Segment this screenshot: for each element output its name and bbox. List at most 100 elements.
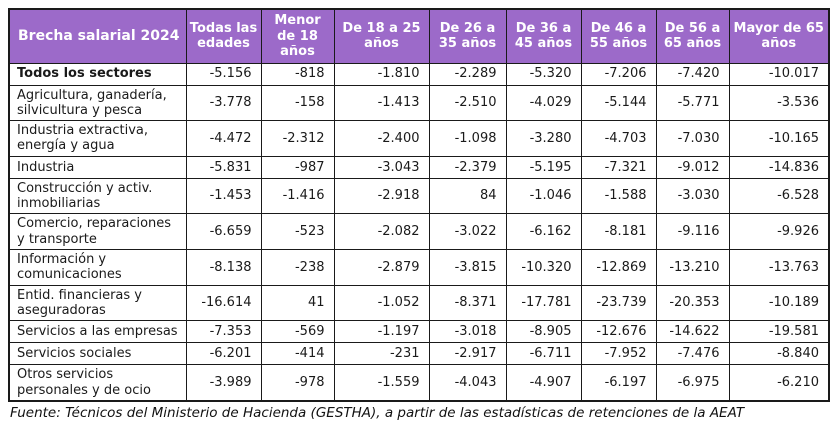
value-cell: -8.905: [505, 320, 582, 344]
value-cell: -3.030: [655, 177, 730, 215]
value-cell: -5.771: [655, 84, 730, 122]
value-cell: -1.588: [580, 177, 657, 215]
value-cell: -9.012: [655, 155, 730, 179]
value-cell: -9.926: [728, 213, 830, 251]
value-cell: -10.189: [728, 284, 830, 322]
value-cell: -5.156: [185, 62, 262, 86]
value-cell: -3.043: [333, 155, 430, 179]
value-cell: -6.162: [505, 213, 582, 251]
sector-label: Construcción y activ. inmobiliarias: [8, 177, 187, 215]
table-row: Industria extractiva, energía y agua -4.4…: [8, 120, 830, 157]
column-header-56-65: De 56 a 65 años: [655, 8, 730, 64]
value-cell: -1.559: [333, 364, 430, 402]
value-cell: -17.781: [505, 284, 582, 322]
source-note: Fuente: Técnicos del Ministerio de Hacie…: [10, 405, 745, 421]
value-cell: -1.197: [333, 320, 430, 344]
sector-label: Industria extractiva, energía y agua: [8, 120, 187, 157]
value-cell: -1.413: [333, 84, 430, 122]
value-cell: -5.320: [505, 62, 582, 86]
table-body: Todos los sectores -5.156 -818 -1.810 -2.289…: [8, 62, 830, 402]
value-cell: -7.206: [580, 62, 657, 86]
value-cell: -4.043: [428, 364, 507, 402]
table-row: Servicios sociales -6.201 -414 -231 -2.917 -6…: [8, 342, 830, 366]
value-cell: -1.453: [185, 177, 262, 215]
value-cell: -3.989: [185, 364, 262, 402]
value-cell: -3.815: [428, 249, 507, 286]
table-row: Todos los sectores -5.156 -818 -1.810 -2.289…: [8, 62, 830, 86]
value-cell: -2.917: [428, 342, 507, 366]
value-cell: -19.581: [728, 320, 830, 344]
value-cell: -6.975: [655, 364, 730, 402]
table-title: Brecha salarial 2024: [8, 8, 187, 64]
table-row: Industria -5.831 -987 -3.043 -2.379 -5.195 -7.…: [8, 155, 830, 179]
value-cell: -1.046: [505, 177, 582, 215]
value-cell: -16.614: [185, 284, 262, 322]
column-header-46-55: De 46 a 55 años: [580, 8, 657, 64]
value-cell: -8.840: [728, 342, 830, 366]
value-cell: -2.289: [428, 62, 507, 86]
value-cell: -6.210: [728, 364, 830, 402]
column-header-26-35: De 26 a 35 años: [428, 8, 507, 64]
sector-label: Servicios a las empresas: [8, 320, 187, 344]
column-header-over-65: Mayor de 65 años: [728, 8, 830, 64]
value-cell: -1.052: [333, 284, 430, 322]
value-cell: -414: [260, 342, 335, 366]
value-cell: -3.018: [428, 320, 507, 344]
value-cell: -12.869: [580, 249, 657, 286]
value-cell: -8.371: [428, 284, 507, 322]
value-cell: -1.810: [333, 62, 430, 86]
value-cell: -231: [333, 342, 430, 366]
column-header-36-45: De 36 a 45 años: [505, 8, 582, 64]
value-cell: -6.711: [505, 342, 582, 366]
value-cell: -987: [260, 155, 335, 179]
sector-label: Información y comunicaciones: [8, 249, 187, 286]
value-cell: -6.201: [185, 342, 262, 366]
value-cell: -3.536: [728, 84, 830, 122]
sector-label: Industria: [8, 155, 187, 179]
value-cell: -3.778: [185, 84, 262, 122]
header-row: Brecha salarial 2024 Todas las edades Me…: [8, 8, 830, 64]
value-cell: -2.379: [428, 155, 507, 179]
value-cell: -1.098: [428, 120, 507, 157]
value-cell: -23.739: [580, 284, 657, 322]
value-cell: -7.476: [655, 342, 730, 366]
value-cell: -7.420: [655, 62, 730, 86]
sector-label: Entid. financieras y aseguradoras: [8, 284, 187, 322]
value-cell: -2.400: [333, 120, 430, 157]
sector-label: Agricultura, ganadería, silvicultura y p…: [8, 84, 187, 122]
value-cell: -14.836: [728, 155, 830, 179]
value-cell: -13.210: [655, 249, 730, 286]
value-cell: -4.029: [505, 84, 582, 122]
value-cell: -10.017: [728, 62, 830, 86]
value-cell: -2.918: [333, 177, 430, 215]
value-cell: -7.353: [185, 320, 262, 344]
value-cell: -238: [260, 249, 335, 286]
value-cell: -4.703: [580, 120, 657, 157]
value-cell: -2.879: [333, 249, 430, 286]
table-row: Agricultura, ganadería, silvicultura y p…: [8, 84, 830, 122]
value-cell: -2.082: [333, 213, 430, 251]
value-cell: 41: [260, 284, 335, 322]
column-header-18-25: De 18 a 25 años: [333, 8, 430, 64]
table-row: Comercio, reparaciones y transporte -6.65…: [8, 213, 830, 251]
value-cell: -3.280: [505, 120, 582, 157]
value-cell: -4.907: [505, 364, 582, 402]
value-cell: -10.320: [505, 249, 582, 286]
value-cell: -7.321: [580, 155, 657, 179]
value-cell: -978: [260, 364, 335, 402]
sector-label: Comercio, reparaciones y transporte: [8, 213, 187, 251]
column-header-all-ages: Todas las edades: [185, 8, 262, 64]
salary-gap-table: Brecha salarial 2024 Todas las edades Me…: [8, 8, 830, 403]
value-cell: -10.165: [728, 120, 830, 157]
value-cell: -14.622: [655, 320, 730, 344]
value-cell: -5.195: [505, 155, 582, 179]
value-cell: -6.659: [185, 213, 262, 251]
column-header-under-18: Menor de 18 años: [260, 8, 335, 64]
table-row: Servicios a las empresas -7.353 -569 -1.197…: [8, 320, 830, 344]
value-cell: -5.831: [185, 155, 262, 179]
table-row: Construcción y activ. inmobiliarias -1.45…: [8, 177, 830, 215]
value-cell: -8.181: [580, 213, 657, 251]
value-cell: -3.022: [428, 213, 507, 251]
value-cell: -2.510: [428, 84, 507, 122]
